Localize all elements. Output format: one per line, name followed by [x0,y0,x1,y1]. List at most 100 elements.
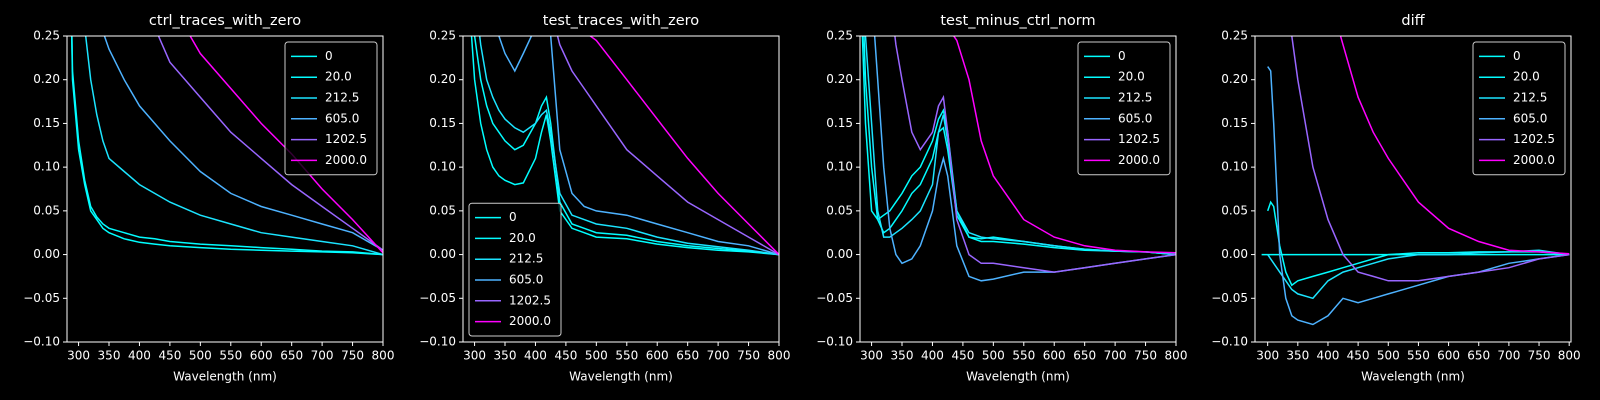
legend-label: 0 [325,49,333,63]
plot-area [1261,36,1570,326]
y-tick-label: 0.10 [1221,160,1248,174]
y-tick-label: 0.05 [33,203,60,217]
x-tick-label: 650 [1073,349,1096,363]
subplot-title: test_minus_ctrl_norm [940,13,1095,29]
legend-label: 2000.0 [325,153,367,167]
legend-label: 212.5 [1118,91,1152,105]
x-axis-label: Wavelength (nm) [966,370,1070,384]
legend-box [1077,41,1171,176]
x-tick-label: 750 [1134,349,1157,363]
x-tick-label: 500 [189,349,212,363]
plot-area [470,36,779,256]
x-tick-label: 450 [1347,349,1370,363]
x-tick-label: 450 [951,349,974,363]
x-tick-label: 600 [646,349,669,363]
subplot: test_traces_with_zero Wavelength (nm) 300 3… [419,13,791,384]
x-tick-label: 500 [1377,349,1400,363]
series-line [498,36,779,256]
series-line [1266,200,1570,287]
x-tick-label: 500 [982,349,1005,363]
legend: 0 20.0 212.5 605.0 1202.5 2000.0 [1472,41,1566,176]
y-tick-label: 0.05 [1221,203,1248,217]
legend-label: 212.5 [1513,91,1547,105]
y-tick-label: −0.10 [816,335,853,349]
x-tick-label: 300 [463,349,486,363]
legend-label: 1202.5 [325,132,367,146]
y-tick-label: −0.05 [23,291,60,305]
plot-area [861,36,1176,282]
x-tick-label: 300 [860,349,883,363]
x-tick-label: 800 [1165,349,1188,363]
x-tick-label: 750 [1528,349,1551,363]
series-line [473,36,779,256]
y-tick-label: 0.20 [33,72,60,86]
series-line [470,36,779,256]
series-line [1291,36,1570,282]
legend-label: 0 [1118,49,1126,63]
x-tick-label: 700 [1104,349,1127,363]
y-tick-label: 0.00 [33,247,60,261]
y-tick-label: 0.25 [33,29,60,43]
y-tick-label: 0.10 [33,160,60,174]
legend-label: 605.0 [325,111,359,125]
axes-frame [66,35,384,343]
series-line [894,36,1176,273]
x-tick-label: 300 [1256,349,1279,363]
legend-label: 20.0 [1513,70,1540,84]
x-tick-label: 350 [494,349,517,363]
legend-label: 2000.0 [1513,153,1555,167]
x-tick-label: 700 [311,349,334,363]
legend-label: 1202.5 [1513,132,1555,146]
x-tick-label: 550 [1407,349,1430,363]
x-tick-label: 550 [615,349,638,363]
legend-label: 605.0 [1118,111,1152,125]
x-tick-label: 800 [1558,349,1581,363]
x-tick-label: 400 [921,349,944,363]
y-tick-label: −0.05 [419,291,456,305]
series-line [70,36,383,256]
x-tick-label: 400 [524,349,547,363]
series-line [864,36,1176,256]
y-tick-label: 0.20 [1221,72,1248,86]
y-tick-label: 0.00 [429,247,456,261]
x-tick-label: 350 [1286,349,1309,363]
series-line [952,36,1176,254]
series-line [861,36,1176,256]
legend-label: 20.0 [325,70,352,84]
legend: 0 20.0 212.5 605.0 1202.5 2000.0 [1077,41,1171,176]
x-tick-label: 650 [280,349,303,363]
x-tick-label: 700 [1497,349,1520,363]
y-tick-label: 0.15 [826,116,853,130]
y-tick-label: 0.15 [1221,116,1248,130]
x-tick-label: 600 [1437,349,1460,363]
x-tick-label: 750 [341,349,364,363]
series-line [103,36,383,251]
axes-frame [462,35,780,343]
subplot: ctrl_traces_with_zero Wavelength (nm) 300 3… [23,13,394,384]
legend: 0 20.0 212.5 605.0 1202.5 2000.0 [468,202,562,337]
x-tick-label: 450 [554,349,577,363]
y-tick-label: −0.10 [1211,335,1248,349]
legend-label: 212.5 [325,91,359,105]
y-tick-label: 0.20 [826,72,853,86]
y-tick-label: 0.05 [429,203,456,217]
legend-label: 605.0 [509,273,543,287]
y-tick-label: 0.15 [429,116,456,130]
series-line [1267,249,1570,300]
series-line [1339,36,1570,255]
x-tick-label: 800 [768,349,791,363]
y-tick-label: 0.10 [826,160,853,174]
legend-label: 2000.0 [1118,153,1160,167]
x-tick-label: 300 [67,349,90,363]
legend-label: 20.0 [1118,70,1145,84]
x-axis-label: Wavelength (nm) [173,370,277,384]
y-tick-label: −0.10 [419,335,456,349]
y-tick-label: −0.10 [23,335,60,349]
x-tick-label: 500 [585,349,608,363]
legend-label: 1202.5 [509,293,551,307]
x-tick-label: 650 [676,349,699,363]
y-tick-label: 0.25 [1221,29,1248,43]
legend-label: 2000.0 [509,314,551,328]
y-tick-label: 0.00 [826,247,853,261]
